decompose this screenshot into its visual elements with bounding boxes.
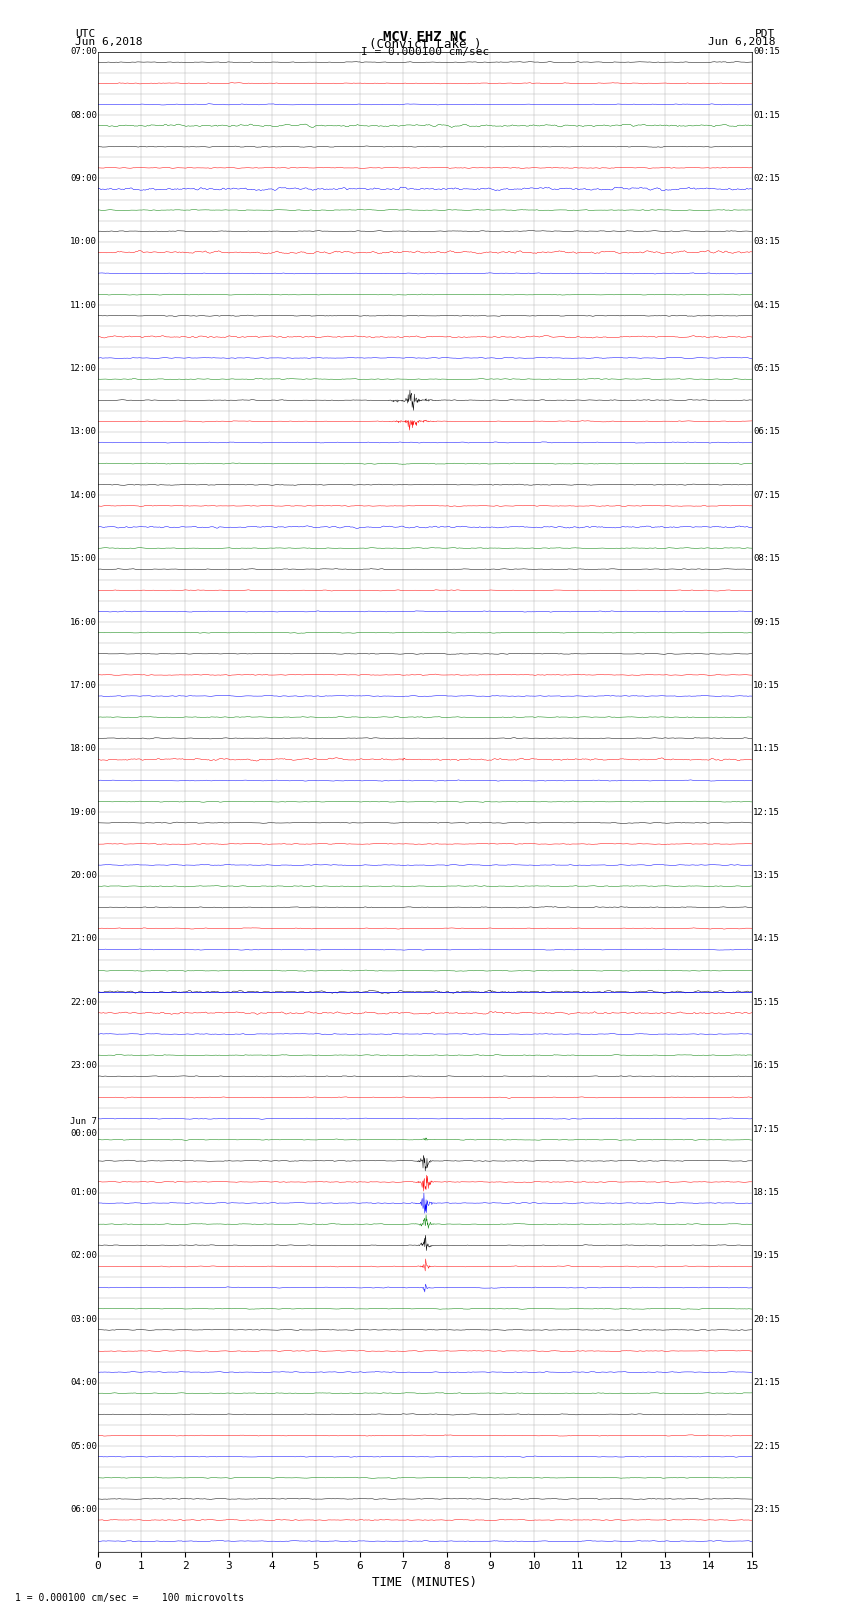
Text: 23:15: 23:15 <box>753 1505 779 1515</box>
Text: 05:00: 05:00 <box>71 1442 97 1450</box>
Text: 1 = 0.000100 cm/sec =    100 microvolts: 1 = 0.000100 cm/sec = 100 microvolts <box>15 1594 245 1603</box>
Text: 00:00: 00:00 <box>71 1129 97 1139</box>
Text: Jun 6,2018: Jun 6,2018 <box>75 37 142 47</box>
Text: 03:15: 03:15 <box>753 237 779 247</box>
Text: 13:15: 13:15 <box>753 871 779 881</box>
Text: 23:00: 23:00 <box>71 1061 97 1071</box>
Text: 22:15: 22:15 <box>753 1442 779 1450</box>
Text: 15:15: 15:15 <box>753 998 779 1007</box>
Text: MCV EHZ NC: MCV EHZ NC <box>383 31 467 44</box>
Text: PDT: PDT <box>755 29 775 39</box>
Text: (Convict Lake ): (Convict Lake ) <box>369 39 481 52</box>
Text: 04:00: 04:00 <box>71 1378 97 1387</box>
Text: 04:15: 04:15 <box>753 300 779 310</box>
X-axis label: TIME (MINUTES): TIME (MINUTES) <box>372 1576 478 1589</box>
Text: 03:00: 03:00 <box>71 1315 97 1324</box>
Text: 18:15: 18:15 <box>753 1189 779 1197</box>
Text: 01:15: 01:15 <box>753 111 779 119</box>
Text: I = 0.000100 cm/sec: I = 0.000100 cm/sec <box>361 47 489 56</box>
Text: 19:15: 19:15 <box>753 1252 779 1260</box>
Text: 19:00: 19:00 <box>71 808 97 816</box>
Text: 10:00: 10:00 <box>71 237 97 247</box>
Text: 18:00: 18:00 <box>71 744 97 753</box>
Text: 00:15: 00:15 <box>753 47 779 56</box>
Text: Jun 6,2018: Jun 6,2018 <box>708 37 775 47</box>
Text: 11:00: 11:00 <box>71 300 97 310</box>
Text: 02:00: 02:00 <box>71 1252 97 1260</box>
Text: 20:15: 20:15 <box>753 1315 779 1324</box>
Text: 06:15: 06:15 <box>753 427 779 437</box>
Text: 14:00: 14:00 <box>71 490 97 500</box>
Text: 08:15: 08:15 <box>753 555 779 563</box>
Text: 17:00: 17:00 <box>71 681 97 690</box>
Text: 16:15: 16:15 <box>753 1061 779 1071</box>
Text: UTC: UTC <box>75 29 95 39</box>
Text: 05:15: 05:15 <box>753 365 779 373</box>
Text: 10:15: 10:15 <box>753 681 779 690</box>
Text: 11:15: 11:15 <box>753 744 779 753</box>
Text: 01:00: 01:00 <box>71 1189 97 1197</box>
Text: 20:00: 20:00 <box>71 871 97 881</box>
Text: 21:15: 21:15 <box>753 1378 779 1387</box>
Text: 13:00: 13:00 <box>71 427 97 437</box>
Text: 08:00: 08:00 <box>71 111 97 119</box>
Text: 17:15: 17:15 <box>753 1124 779 1134</box>
Text: 16:00: 16:00 <box>71 618 97 626</box>
Text: 06:00: 06:00 <box>71 1505 97 1515</box>
Text: 02:15: 02:15 <box>753 174 779 182</box>
Text: 14:15: 14:15 <box>753 934 779 944</box>
Text: 15:00: 15:00 <box>71 555 97 563</box>
Text: 12:15: 12:15 <box>753 808 779 816</box>
Text: 09:00: 09:00 <box>71 174 97 182</box>
Text: 07:00: 07:00 <box>71 47 97 56</box>
Text: 07:15: 07:15 <box>753 490 779 500</box>
Text: Jun 7: Jun 7 <box>71 1116 97 1126</box>
Text: 22:00: 22:00 <box>71 998 97 1007</box>
Text: 09:15: 09:15 <box>753 618 779 626</box>
Text: 12:00: 12:00 <box>71 365 97 373</box>
Text: 21:00: 21:00 <box>71 934 97 944</box>
